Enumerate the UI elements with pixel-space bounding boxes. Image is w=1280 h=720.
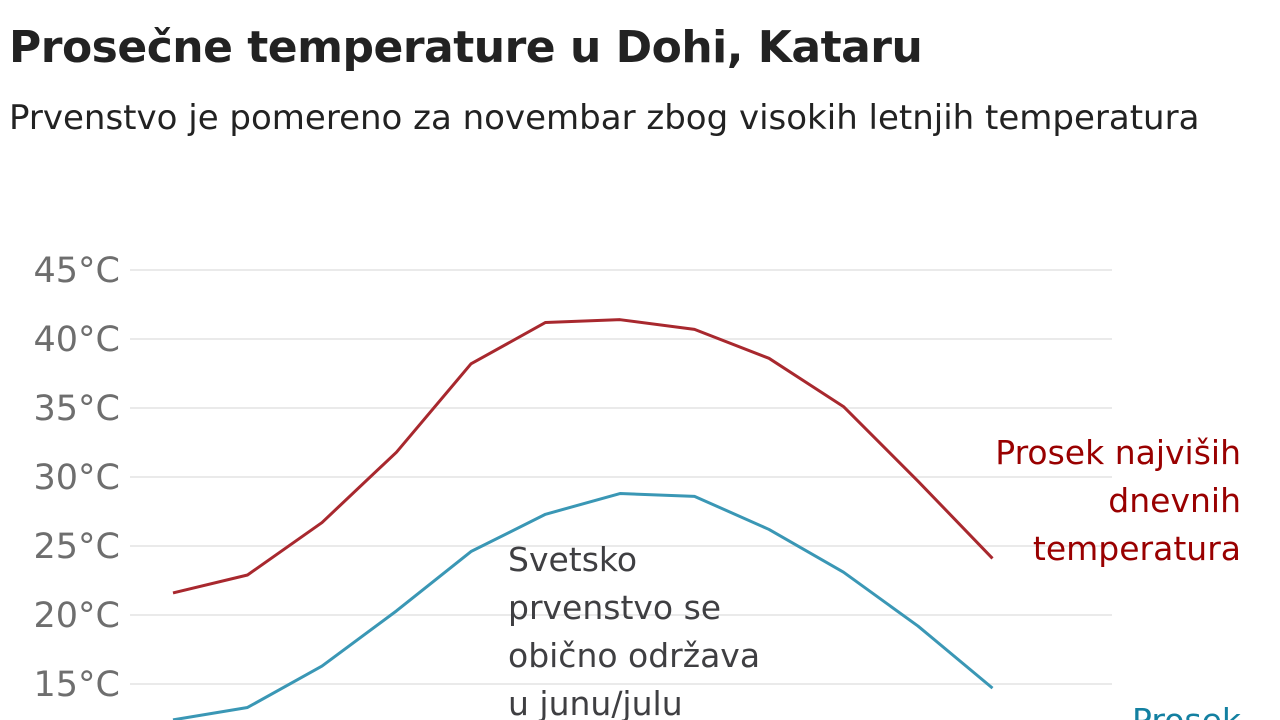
annotation-text: u junu/julu [508, 684, 683, 720]
series-line-0 [172, 318, 994, 595]
y-tick-label: 45°C [34, 251, 120, 291]
series-label-high: dnevnih [1108, 481, 1241, 520]
series-label-high: Prosek najviših [995, 433, 1241, 472]
y-tick-label: 15°C [34, 665, 120, 705]
series-label-avg: Prosek [1132, 701, 1242, 720]
series-line-1 [172, 492, 994, 720]
chart-subtitle: Prvenstvo je pomereno za novembar zbog v… [9, 98, 1200, 138]
y-tick-label: 30°C [34, 458, 120, 498]
chart-title: Prosečne temperature u Dohi, Kataru [9, 22, 923, 73]
y-tick-label: 40°C [34, 320, 120, 360]
y-tick-label: 20°C [34, 596, 120, 636]
annotation-text: prvenstvo se [508, 588, 721, 627]
annotation-text: Svetsko [508, 540, 637, 579]
y-tick-label: 35°C [34, 389, 120, 429]
annotation-text: obično održava [508, 636, 760, 675]
y-tick-label: 25°C [34, 527, 120, 567]
series-label-high: temperatura [1033, 529, 1241, 568]
